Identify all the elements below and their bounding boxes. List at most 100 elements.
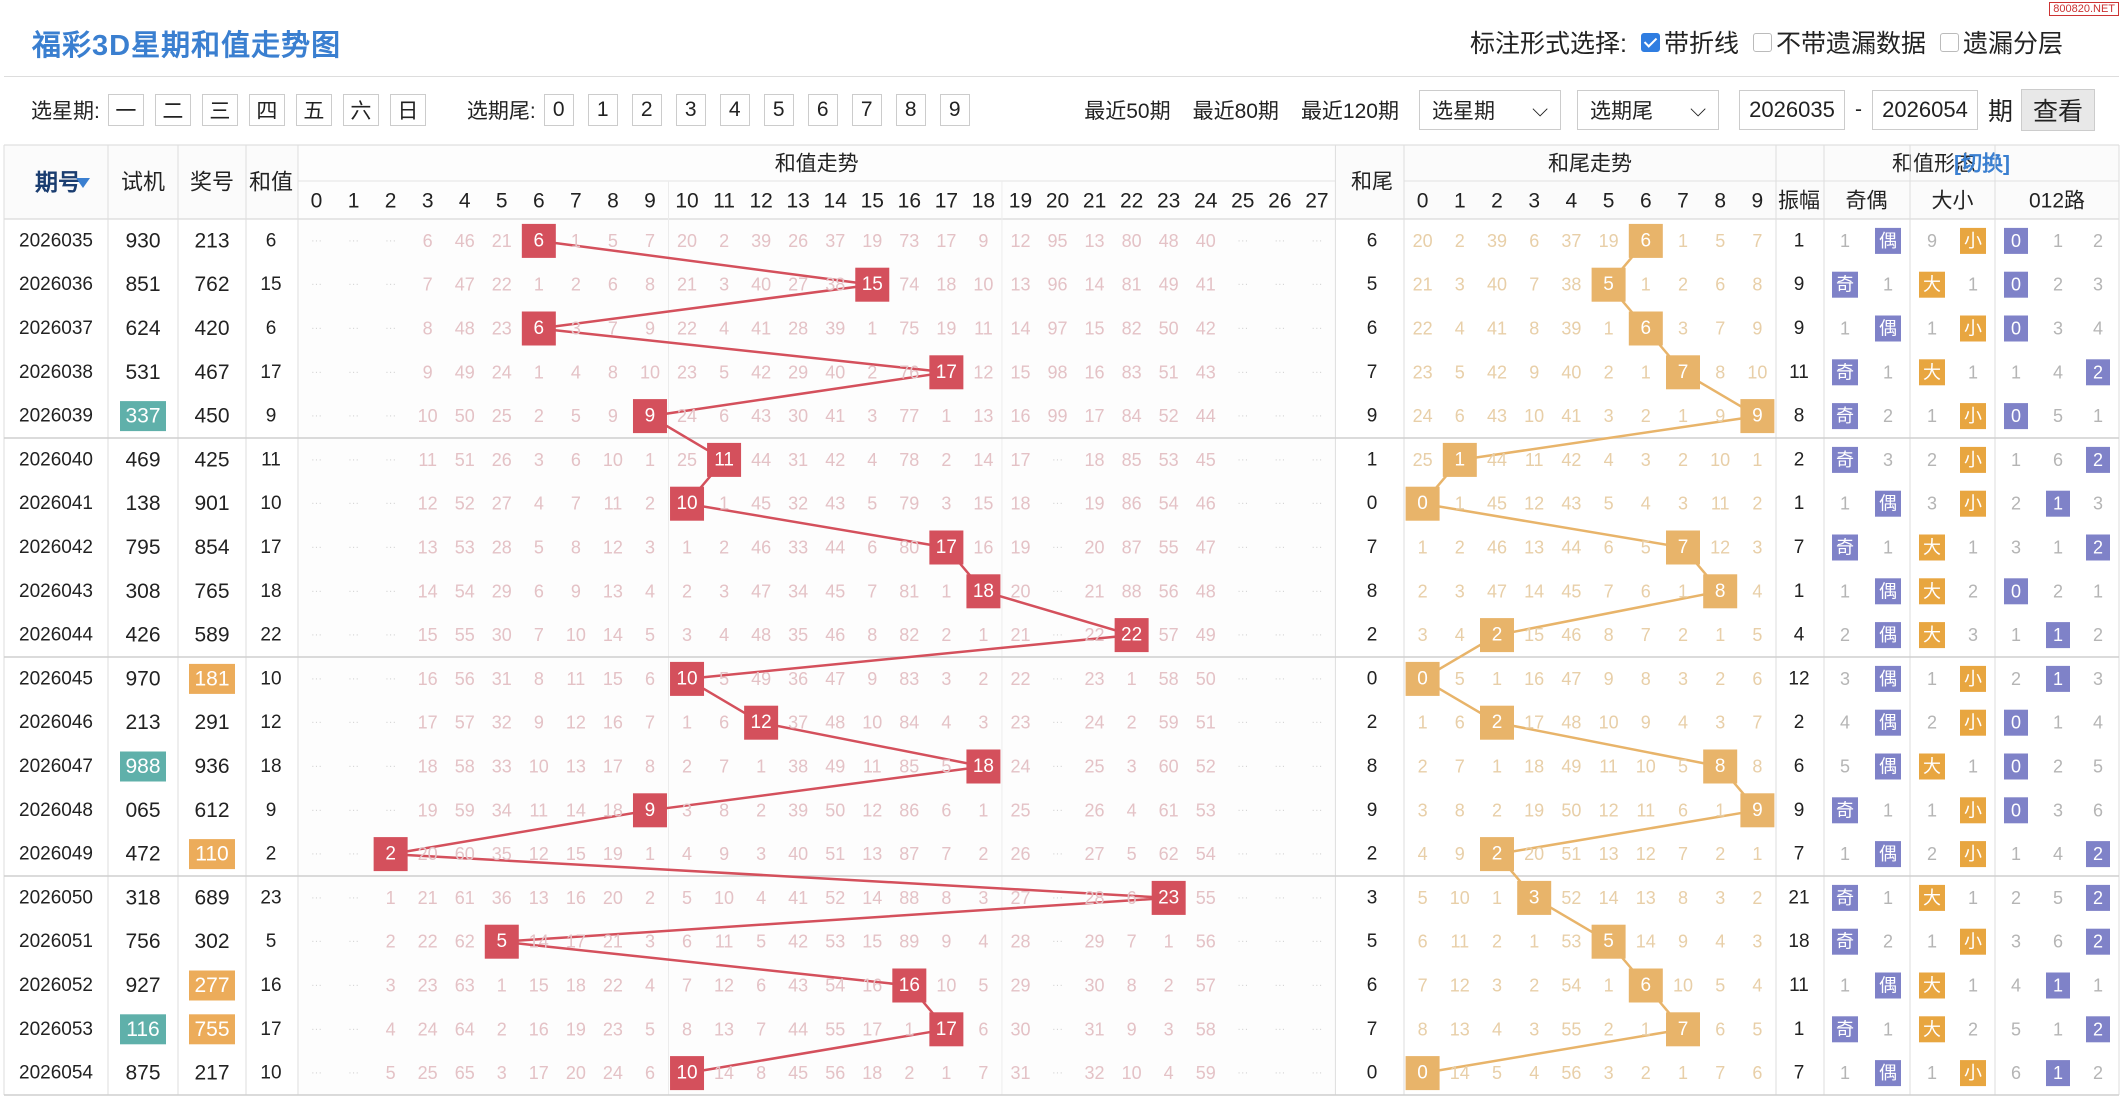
tail-0-button[interactable]: 0 xyxy=(543,94,574,126)
tail-miss-value: 8 xyxy=(1455,800,1465,820)
tail-8-button[interactable]: 8 xyxy=(895,94,926,126)
checkbox-icon[interactable] xyxy=(1939,32,1959,52)
tail-9-button[interactable]: 9 xyxy=(939,94,970,126)
weekday-sun-button[interactable]: 日 xyxy=(389,94,426,126)
sum-miss-value: 44 xyxy=(751,450,771,470)
route-value: 2 xyxy=(2093,932,2103,952)
sum-miss-value: 4 xyxy=(571,362,581,382)
weekday-wed-button[interactable]: 三 xyxy=(201,94,238,126)
big-small-badge xyxy=(1960,446,1986,473)
sum-miss-value: 48 xyxy=(1196,581,1216,601)
header-trial: 试机 xyxy=(121,170,165,195)
weekday-tue-button[interactable]: 二 xyxy=(154,94,191,126)
odd-even-value: 奇 xyxy=(1836,888,1854,908)
sum-miss-value: 43 xyxy=(825,494,845,514)
tail-miss-value: 7 xyxy=(1752,231,1762,251)
start-issue-input[interactable]: 2026035 xyxy=(1738,90,1845,130)
tail-hit-value: 8 xyxy=(1715,581,1726,602)
weekday-mon-button[interactable]: 一 xyxy=(107,94,144,126)
tail-hit-value: 8 xyxy=(1715,756,1726,777)
sum-miss-value: 28 xyxy=(788,319,808,339)
sum-miss-value: 14 xyxy=(862,888,882,908)
tail-miss-value: 2 xyxy=(1418,581,1428,601)
switch-link[interactable]: [切换] xyxy=(1954,152,2010,176)
tail-miss-value: 3 xyxy=(1604,406,1614,426)
sum-miss-value: 3 xyxy=(719,581,729,601)
sum-miss-value: 49 xyxy=(1196,625,1216,645)
sum-miss-value: ··· xyxy=(1237,542,1248,554)
tail-7-button[interactable]: 7 xyxy=(851,94,882,126)
sum-miss-value: 62 xyxy=(455,932,475,952)
sum-miss-value: 5 xyxy=(756,932,766,952)
sum-miss-value: 36 xyxy=(788,669,808,689)
sum-miss-value: 22 xyxy=(492,275,512,295)
sum-miss-value: 36 xyxy=(492,888,512,908)
triangle-down-icon[interactable] xyxy=(76,178,90,188)
sum-miss-value: 5 xyxy=(978,976,988,996)
sum-miss-value: 5 xyxy=(534,538,544,558)
tail-5-button[interactable]: 5 xyxy=(763,94,794,126)
tail-miss-value: 48 xyxy=(1561,713,1581,733)
sum-miss-value: ··· xyxy=(348,323,359,335)
sum-hit-value: 9 xyxy=(645,800,656,821)
tail-2-button[interactable]: 2 xyxy=(631,94,662,126)
prize-highlight xyxy=(189,663,235,694)
sum-miss-value: 56 xyxy=(825,1063,845,1083)
weekday-thu-button[interactable]: 四 xyxy=(248,94,285,126)
big-small-miss: 2 xyxy=(1927,713,1937,733)
sum-miss-value: ··· xyxy=(311,848,322,860)
big-small-miss: 1 xyxy=(1968,538,1978,558)
tail-3-button[interactable]: 3 xyxy=(675,94,706,126)
big-small-value: 大 xyxy=(1923,581,1941,601)
route-miss: 1 xyxy=(2053,1019,2063,1039)
recent-80-link[interactable]: 最近80期 xyxy=(1192,100,1279,123)
big-small-badge xyxy=(1919,271,1945,298)
sum-miss-value: 9 xyxy=(645,319,655,339)
tail-miss-value: 1 xyxy=(1678,1063,1688,1083)
sum-miss-value: 5 xyxy=(941,757,951,777)
sum-miss-value: 46 xyxy=(455,231,475,251)
query-button[interactable]: 查看 xyxy=(2021,89,2095,131)
weekday-fri-button[interactable]: 五 xyxy=(295,94,332,126)
tail-miss-value: 39 xyxy=(1487,231,1507,251)
checkbox-icon[interactable] xyxy=(1640,32,1660,52)
option-miss-layer[interactable]: 遗漏分层 xyxy=(1939,24,2063,60)
odd-even-miss: 4 xyxy=(1840,713,1850,733)
sum-miss-value: 5 xyxy=(1127,844,1137,864)
sum-miss-value: ··· xyxy=(1274,585,1285,597)
header-sum-col: 15 xyxy=(861,190,884,213)
option-no-miss-data[interactable]: 不带遗漏数据 xyxy=(1752,24,1926,60)
end-issue-input[interactable]: 2026054 xyxy=(1871,90,1978,130)
sum-miss-value: 1 xyxy=(645,844,655,864)
tail-miss-value: 18 xyxy=(1524,757,1544,777)
sum-miss-value: ··· xyxy=(1274,410,1285,422)
tail-6-button[interactable]: 6 xyxy=(807,94,838,126)
checkbox-icon[interactable] xyxy=(1752,32,1772,52)
recent-50-link[interactable]: 最近50期 xyxy=(1084,100,1171,123)
weekday-sat-button[interactable]: 六 xyxy=(342,94,379,126)
sum-miss-value: ··· xyxy=(385,761,396,773)
tail-miss-value: 25 xyxy=(1413,450,1433,470)
header-sum-col: 11 xyxy=(713,190,735,213)
route-value: 0 xyxy=(2011,319,2021,339)
tail-1-button[interactable]: 1 xyxy=(587,94,618,126)
sum-hit-box xyxy=(855,267,890,302)
tail-miss-value: 1 xyxy=(1678,231,1688,251)
tail-miss-value: 2 xyxy=(1455,231,1465,251)
recent-120-link[interactable]: 最近120期 xyxy=(1300,100,1399,123)
tail-hit-value: 0 xyxy=(1417,668,1428,689)
weekday-select[interactable]: 选星期 ⌵ xyxy=(1418,90,1561,130)
issue-number: 2026052 xyxy=(19,975,93,996)
sum-miss-value: 1 xyxy=(534,362,544,382)
sum-miss-value: 1 xyxy=(534,275,544,295)
tail-4-button[interactable]: 4 xyxy=(719,94,750,126)
tail-value: 2 xyxy=(1367,712,1378,733)
header-sum-col: 4 xyxy=(459,190,471,213)
option-with-line[interactable]: 带折线 xyxy=(1640,24,1739,60)
sum-miss-value: 19 xyxy=(603,844,623,864)
route-miss: 4 xyxy=(2053,844,2063,864)
sum-miss-value: ··· xyxy=(1237,892,1248,904)
sum-miss-value: 47 xyxy=(825,669,845,689)
tail-select[interactable]: 选期尾 ⌵ xyxy=(1576,90,1719,130)
sum-miss-value: 12 xyxy=(603,538,623,558)
